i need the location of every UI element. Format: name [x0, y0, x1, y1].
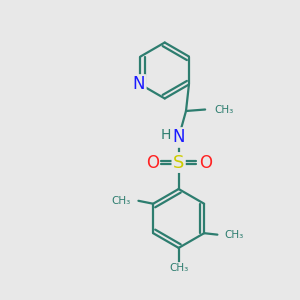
- Text: CH₃: CH₃: [214, 104, 233, 115]
- Text: S: S: [173, 154, 184, 172]
- Text: CH₃: CH₃: [169, 263, 188, 273]
- Text: CH₃: CH₃: [112, 196, 131, 206]
- Text: O: O: [146, 154, 159, 172]
- Text: O: O: [199, 154, 212, 172]
- Text: H: H: [160, 128, 171, 142]
- Text: N: N: [133, 76, 145, 94]
- Text: CH₃: CH₃: [225, 230, 244, 240]
- Text: N: N: [172, 128, 185, 146]
